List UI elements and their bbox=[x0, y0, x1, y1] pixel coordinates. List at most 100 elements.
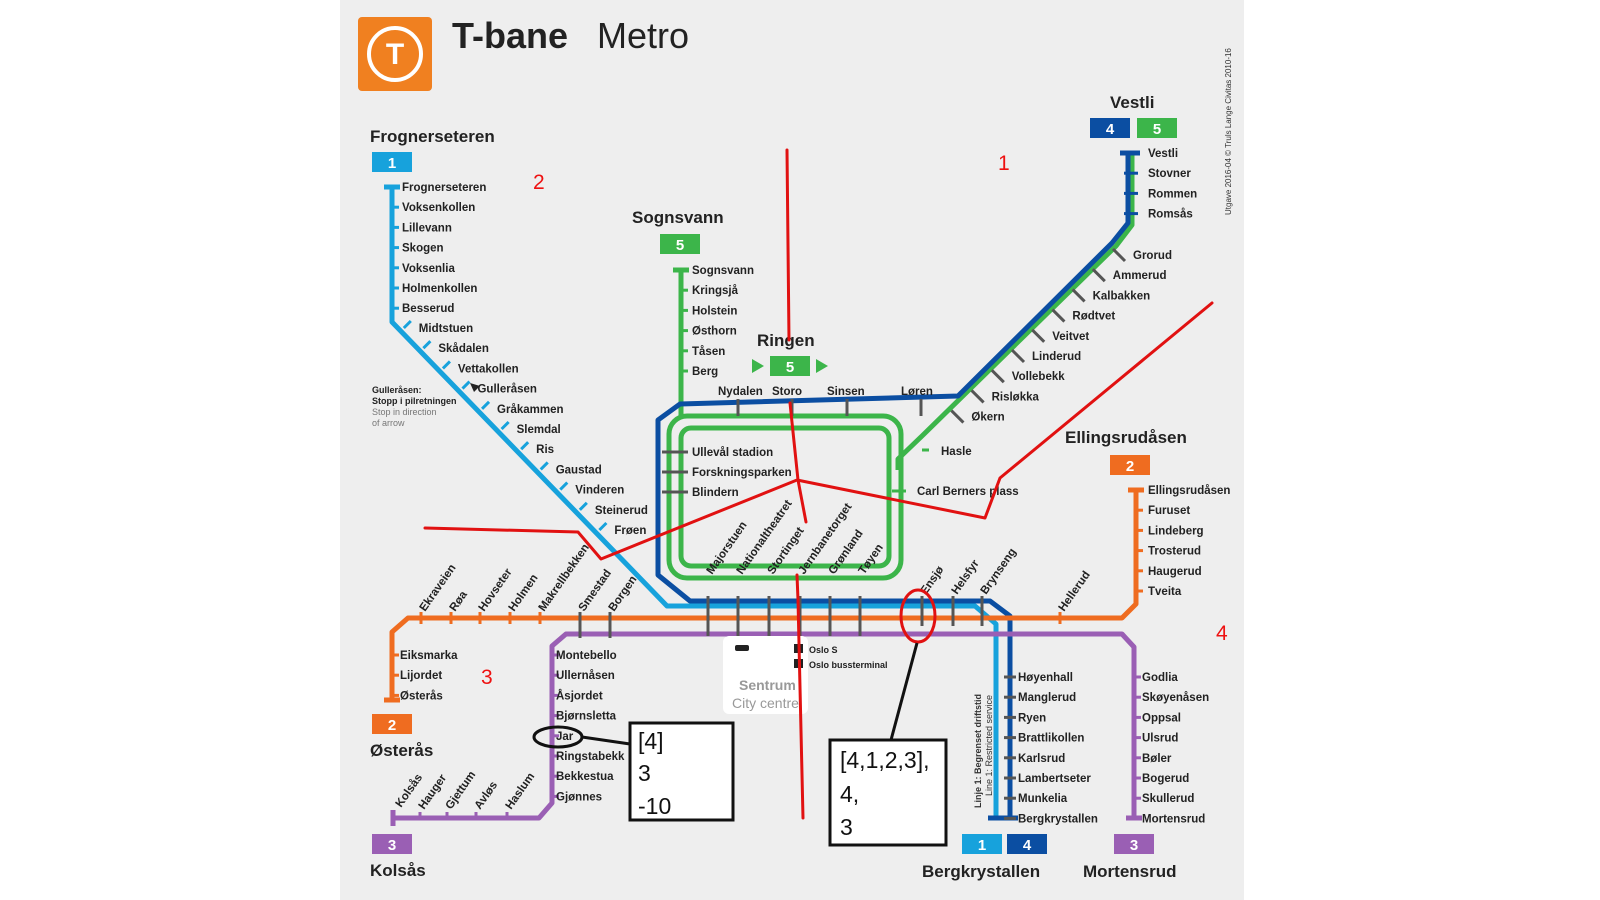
station[interactable]: Rommen bbox=[1124, 188, 1197, 200]
station[interactable]: Gaustad bbox=[539, 461, 602, 476]
station[interactable]: Montebello bbox=[552, 650, 617, 662]
station[interactable]: Jar bbox=[552, 731, 574, 743]
station[interactable]: Slemdal bbox=[500, 420, 561, 436]
station[interactable]: Vettakollen bbox=[441, 360, 519, 375]
station[interactable]: Haugerud bbox=[1136, 566, 1202, 578]
station-label: Risløkka bbox=[992, 391, 1040, 403]
station-tick bbox=[990, 369, 1005, 384]
station[interactable]: Munkelia bbox=[1004, 793, 1068, 805]
station[interactable]: Bjørnsletta bbox=[552, 711, 617, 723]
station-label: Storo bbox=[772, 386, 802, 398]
station[interactable]: Lijordet bbox=[392, 670, 442, 682]
station-tick bbox=[1071, 288, 1086, 303]
line-3 bbox=[393, 631, 1137, 821]
station[interactable]: Løren bbox=[901, 386, 933, 416]
station[interactable]: Tåsen bbox=[681, 346, 725, 358]
station[interactable]: Østhorn bbox=[681, 326, 737, 338]
station[interactable]: Manglerud bbox=[1004, 692, 1076, 704]
station[interactable]: Godlia bbox=[1134, 672, 1178, 684]
terminal-bergkrystallen: 1 4 Bergkrystallen bbox=[922, 834, 1047, 881]
station[interactable]: Gulleråsen bbox=[461, 380, 537, 396]
station[interactable]: Ellingsrudåsen bbox=[1136, 485, 1230, 497]
station[interactable]: Sinsen bbox=[827, 386, 865, 416]
station[interactable]: Holmenkollen bbox=[392, 283, 477, 295]
station[interactable]: Kringsjå bbox=[681, 285, 739, 297]
station[interactable]: Bøler bbox=[1134, 753, 1172, 765]
region-label: 2 bbox=[533, 171, 545, 194]
station[interactable]: Linderud bbox=[1010, 348, 1081, 364]
station[interactable]: Ullevål stadion bbox=[662, 447, 773, 459]
station[interactable]: Skøyenåsen bbox=[1134, 692, 1209, 704]
station[interactable]: Bergkrystallen bbox=[1004, 813, 1098, 825]
station-tick bbox=[559, 481, 569, 491]
station[interactable]: Skådalen bbox=[422, 340, 489, 355]
station[interactable]: Veitvet bbox=[1031, 328, 1089, 343]
station[interactable]: Grorud bbox=[1111, 247, 1172, 263]
station[interactable]: Frøen bbox=[598, 521, 646, 537]
line-badge: 2 bbox=[388, 717, 396, 734]
station[interactable]: Trosterud bbox=[1136, 546, 1201, 558]
station[interactable]: Høyenhall bbox=[1004, 672, 1073, 684]
station[interactable]: Ullernåsen bbox=[552, 670, 615, 682]
station[interactable]: Stovner bbox=[1124, 168, 1191, 180]
station-tick bbox=[950, 409, 965, 424]
station[interactable]: Gråkammen bbox=[480, 400, 564, 416]
station[interactable]: Voksenlia bbox=[392, 263, 455, 275]
station[interactable]: Eiksmarka bbox=[392, 650, 458, 662]
station[interactable]: Steinerud bbox=[578, 501, 648, 517]
station-label: Lillevann bbox=[402, 222, 452, 234]
station-label: Skogen bbox=[402, 243, 444, 255]
station[interactable]: Økern bbox=[950, 409, 1005, 424]
station[interactable]: Berg bbox=[681, 366, 718, 378]
line-badge: 1 bbox=[388, 155, 396, 172]
terminal-label: Sognsvann bbox=[632, 208, 724, 227]
station[interactable]: Brattlikollen bbox=[1004, 733, 1084, 745]
station[interactable]: Voksenkollen bbox=[392, 202, 475, 214]
station[interactable]: Lindeberg bbox=[1136, 525, 1204, 537]
station[interactable]: Forskningsparken bbox=[662, 467, 792, 479]
station[interactable]: Vinderen bbox=[559, 481, 624, 497]
station[interactable]: Vollebekk bbox=[990, 369, 1065, 384]
station[interactable]: Lillevann bbox=[392, 222, 452, 234]
station[interactable]: Lambertseter bbox=[1004, 773, 1091, 785]
station[interactable]: Holstein bbox=[681, 305, 737, 317]
station[interactable]: Ammerud bbox=[1091, 268, 1167, 283]
station[interactable]: Ryen bbox=[1004, 712, 1046, 724]
station[interactable]: Frognerseteren bbox=[392, 182, 486, 194]
station[interactable]: Skogen bbox=[392, 243, 444, 255]
station[interactable]: Romsås bbox=[1124, 209, 1193, 221]
station[interactable]: Åsjordet bbox=[552, 689, 603, 702]
station[interactable]: Sognsvann bbox=[681, 265, 754, 277]
station[interactable]: Besserud bbox=[392, 303, 454, 315]
station-label: Jar bbox=[556, 731, 574, 743]
station-label: Nydalen bbox=[718, 386, 763, 398]
station[interactable]: Ulsrud bbox=[1134, 733, 1178, 745]
station[interactable]: Vestli bbox=[1124, 148, 1178, 160]
station[interactable]: Midtstuen bbox=[402, 319, 473, 335]
title-bold: T-bane bbox=[452, 15, 568, 56]
station[interactable]: Ris bbox=[520, 441, 554, 456]
station[interactable]: Bekkestua bbox=[552, 771, 614, 783]
station[interactable]: Ringstabekk bbox=[552, 751, 625, 763]
station[interactable]: Gjønnes bbox=[552, 791, 602, 803]
terminal-label: Frognerseteren bbox=[370, 127, 495, 146]
station[interactable]: Karlsrud bbox=[1004, 753, 1065, 765]
station[interactable]: Kalbakken bbox=[1071, 288, 1151, 303]
station-label: Vinderen bbox=[575, 485, 624, 497]
station[interactable]: Furuset bbox=[1136, 505, 1190, 517]
station[interactable]: Skullerud bbox=[1134, 793, 1194, 805]
station[interactable]: Tveita bbox=[1136, 586, 1182, 598]
station[interactable]: Oppsal bbox=[1134, 712, 1181, 724]
station-label: Bergkrystallen bbox=[1018, 813, 1098, 825]
station[interactable]: Østerås bbox=[392, 690, 443, 702]
station[interactable]: Bogerud bbox=[1134, 773, 1189, 785]
terminal-ringen: Ringen 5 bbox=[752, 331, 828, 376]
station[interactable]: Nydalen bbox=[718, 386, 763, 416]
box-left-line: -10 bbox=[638, 793, 671, 819]
station[interactable]: Risløkka bbox=[970, 389, 1040, 404]
station[interactable]: Mortensrud bbox=[1134, 813, 1205, 825]
station[interactable]: Blindern bbox=[662, 487, 739, 499]
station[interactable]: Hasle bbox=[922, 446, 972, 458]
station[interactable]: Rødtvet bbox=[1051, 308, 1115, 323]
